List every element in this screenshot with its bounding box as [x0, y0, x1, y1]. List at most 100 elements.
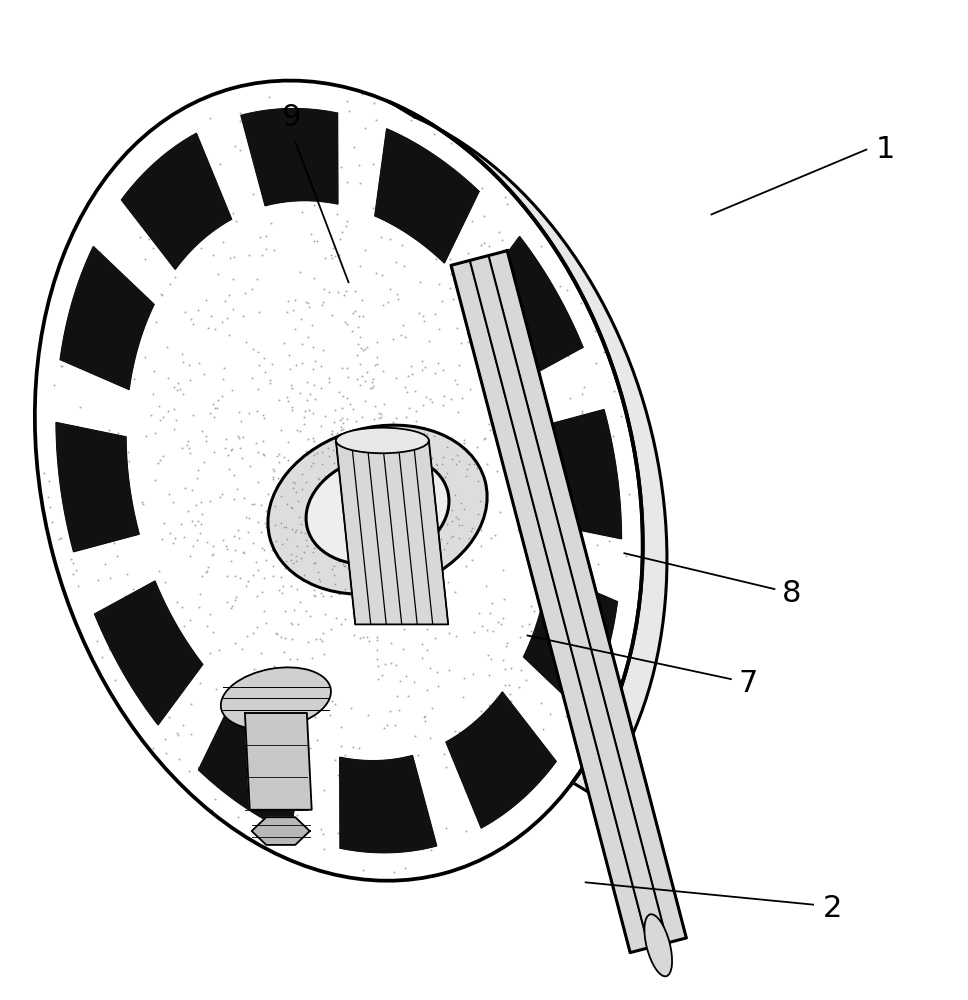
Point [201, 606, 217, 622]
Point [382, 456, 398, 472]
Point [473, 522, 489, 538]
Point [333, 719, 348, 735]
Point [451, 724, 467, 740]
Point [327, 154, 343, 170]
Point [287, 475, 303, 491]
Point [336, 421, 351, 437]
Point [281, 434, 296, 450]
Point [496, 610, 511, 626]
Point [566, 449, 582, 465]
Point [78, 278, 94, 294]
Point [288, 553, 304, 569]
Point [359, 514, 375, 530]
Point [265, 568, 281, 584]
Point [430, 461, 445, 477]
Point [194, 222, 209, 238]
Point [238, 334, 254, 350]
Point [347, 780, 362, 796]
Point [378, 502, 393, 518]
Point [395, 517, 410, 533]
Point [325, 508, 341, 524]
Point [469, 439, 484, 455]
Point [371, 500, 386, 516]
Point [330, 518, 346, 534]
Point [292, 466, 308, 482]
Point [484, 716, 499, 732]
Point [86, 287, 102, 303]
Point [520, 417, 535, 433]
Point [388, 657, 404, 673]
Point [316, 498, 331, 514]
Point [416, 313, 432, 329]
Point [324, 464, 340, 480]
Point [348, 551, 364, 567]
Point [554, 562, 569, 578]
Point [413, 497, 429, 513]
Point [449, 376, 465, 392]
Point [225, 301, 240, 317]
Point [391, 483, 407, 499]
Point [332, 231, 348, 247]
Point [482, 422, 498, 438]
Point [347, 303, 362, 319]
Point [401, 400, 416, 416]
Point [521, 486, 536, 502]
Point [405, 498, 420, 514]
Point [257, 519, 273, 535]
Point [332, 472, 348, 488]
Point [325, 478, 341, 494]
Point [366, 500, 381, 516]
Point [374, 409, 389, 425]
Point [355, 862, 371, 878]
Point [203, 747, 219, 763]
Point [397, 379, 412, 395]
Point [348, 569, 363, 585]
Point [122, 649, 137, 665]
Point [593, 412, 609, 428]
Point [258, 132, 274, 148]
Point [423, 611, 439, 627]
Point [395, 513, 410, 529]
Point [399, 409, 414, 425]
Point [417, 713, 433, 729]
Point [275, 100, 290, 116]
Point [284, 499, 299, 515]
Point [378, 473, 394, 489]
Point [336, 491, 351, 507]
Point [382, 281, 398, 297]
Point [326, 455, 342, 471]
Point [334, 542, 349, 558]
Point [423, 496, 439, 512]
Point [503, 350, 519, 366]
Point [353, 461, 369, 477]
Point [386, 507, 402, 523]
Point [372, 504, 387, 520]
Point [130, 318, 145, 334]
Point [334, 477, 349, 493]
Point [397, 479, 412, 495]
Point [310, 517, 325, 533]
Point [509, 334, 525, 350]
Point [618, 406, 633, 422]
Point [78, 482, 94, 498]
Point [597, 444, 613, 460]
Point [474, 618, 490, 634]
Point [162, 525, 177, 541]
Point [410, 531, 426, 547]
Point [203, 308, 219, 324]
Point [473, 538, 489, 554]
Point [406, 550, 421, 566]
Point [70, 340, 85, 356]
Point [297, 719, 313, 735]
Point [325, 150, 341, 166]
Point [437, 472, 452, 488]
Point [304, 487, 319, 503]
Point [341, 539, 356, 555]
Point [294, 530, 310, 546]
Point [335, 508, 350, 524]
Point [415, 812, 431, 828]
Point [254, 247, 269, 263]
Point [315, 633, 330, 649]
Point [145, 386, 161, 402]
Point [372, 758, 387, 774]
